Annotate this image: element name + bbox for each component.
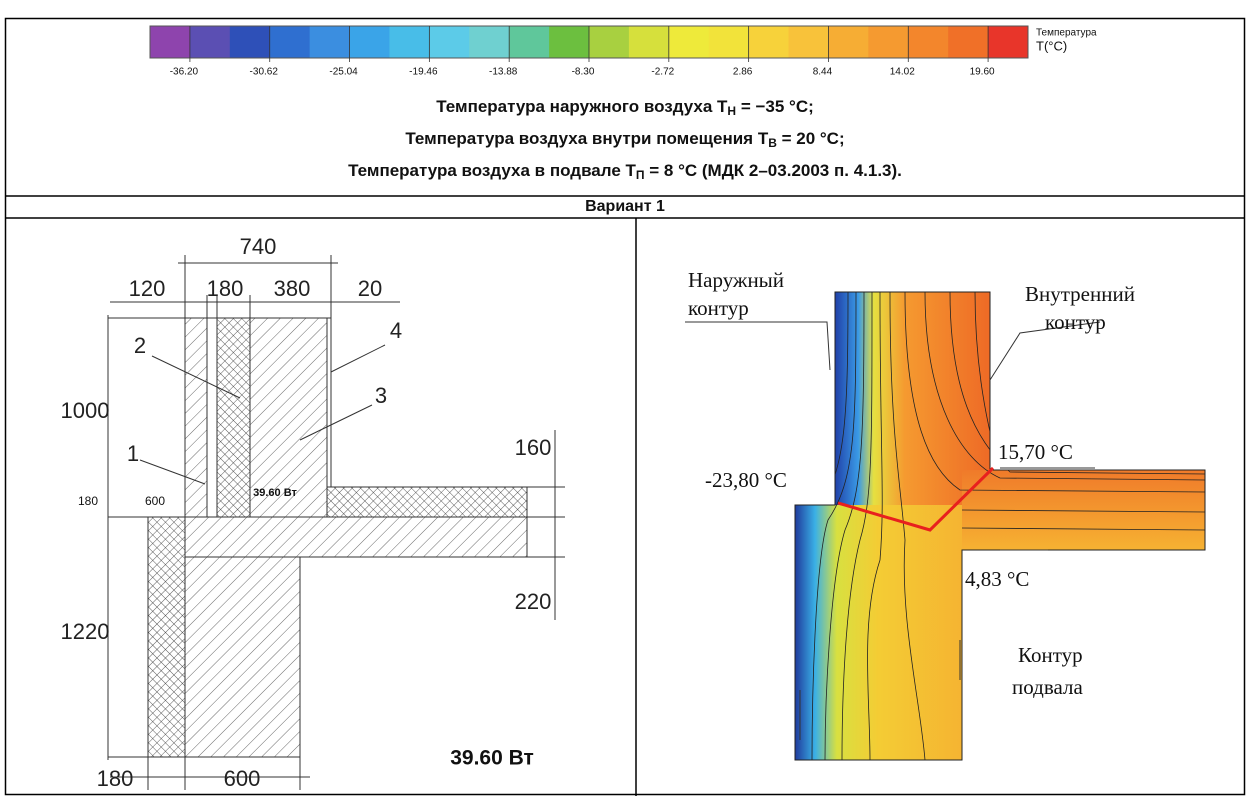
colorbar-unit: T(°C)	[1036, 38, 1067, 53]
color-swatch	[509, 26, 549, 58]
color-swatch	[310, 26, 350, 58]
colorbar-tick-label: -2.72	[651, 67, 674, 78]
color-swatch	[789, 26, 829, 58]
colorbar-tick-label: 2.86	[733, 67, 753, 78]
dimension: 160	[515, 435, 552, 460]
construction-drawing	[108, 255, 565, 790]
contour-label: Внутренний	[1025, 282, 1135, 306]
color-swatch	[190, 26, 230, 58]
colorbar-tick-label: -25.04	[329, 67, 358, 78]
color-swatch	[350, 26, 390, 58]
dimension: 180	[78, 494, 98, 508]
callout: 4	[390, 318, 402, 343]
color-swatch	[749, 26, 789, 58]
dimension: 740	[240, 234, 277, 259]
dimension: 600	[145, 494, 165, 508]
colorbar-tick-label: -8.30	[572, 67, 595, 78]
conditions: Температура наружного воздуха TН = −35 °…	[348, 97, 902, 182]
colorbar-title: Температура	[1036, 28, 1097, 39]
colorbar-tick-label: -13.88	[489, 67, 518, 78]
condition-value: = −35 °C;	[736, 97, 814, 116]
colorbar-tick-label: -19.46	[409, 67, 438, 78]
colorbar-tick-label: 19.60	[970, 67, 995, 78]
dimension: 180	[97, 766, 134, 791]
condition-value: = 8 °C (МДК 2–03.2003 п. 4.1.3).	[645, 161, 902, 180]
color-swatch	[828, 26, 868, 58]
colorbar-tick-label: -36.20	[170, 67, 199, 78]
color-swatch	[150, 26, 190, 58]
color-swatch	[948, 26, 988, 58]
dimension: 380	[274, 276, 311, 301]
color-swatch	[469, 26, 509, 58]
dimension: 1220	[61, 619, 110, 644]
color-swatch	[549, 26, 589, 58]
condition-line: Температура наружного воздуха TН = −35 °…	[436, 97, 814, 118]
condition-value: = 20 °C;	[777, 129, 845, 148]
dimension: 180	[207, 276, 244, 301]
dimension: 120	[129, 276, 166, 301]
color-swatch	[988, 26, 1028, 58]
temperature-label: 15,70 °C	[998, 440, 1073, 464]
condition-text: Температура воздуха внутри помещения T	[405, 129, 768, 148]
temperature-field	[685, 292, 1205, 760]
colorbar: -36.20 -30.62 -25.04 -19.46 -13.88 -8.30 -2.72…	[150, 26, 1029, 78]
contour-label: Наружный	[688, 268, 784, 292]
dimension: 600	[224, 766, 261, 791]
color-swatch	[429, 26, 469, 58]
heat-flow-label: 39.60 Вт	[253, 487, 297, 499]
color-swatch	[908, 26, 948, 58]
colorbar-tick-label: 8.44	[813, 67, 833, 78]
subscript: П	[636, 168, 645, 182]
condition-line: Температура воздуха внутри помещения TВ …	[405, 129, 844, 150]
contour-label: контур	[688, 296, 749, 320]
color-swatch	[589, 26, 629, 58]
heat-flow: 39.60 Вт	[450, 747, 534, 770]
colorbar-tick-label: -30.62	[250, 67, 279, 78]
color-swatch	[629, 26, 669, 58]
callout: 2	[134, 333, 146, 358]
contour-label: подвала	[1012, 675, 1083, 699]
dimension: 20	[358, 276, 382, 301]
colorbar-tick-label: 14.02	[890, 67, 915, 78]
dimension: 220	[515, 589, 552, 614]
color-swatch	[669, 26, 709, 58]
subscript: В	[768, 136, 777, 150]
color-swatch	[270, 26, 310, 58]
color-swatch	[230, 26, 270, 58]
variant-title: Вариант 1	[585, 198, 665, 215]
color-swatch	[868, 26, 908, 58]
callout: 3	[375, 383, 387, 408]
contour-label: контур	[1045, 310, 1106, 334]
temperature-label: -23,80 °C	[705, 468, 787, 492]
temperature-label: 4,83 °C	[965, 567, 1029, 591]
color-swatch	[389, 26, 429, 58]
callout: 1	[127, 441, 139, 466]
color-swatch	[709, 26, 749, 58]
condition-text: Температура воздуха в подвале T	[348, 161, 636, 180]
condition-text: Температура наружного воздуха T	[436, 97, 728, 116]
page: -36.20 -30.62 -25.04 -19.46 -13.88 -8.30 -2.72…	[0, 0, 1250, 796]
condition-line: Температура воздуха в подвале TП = 8 °C …	[348, 161, 902, 182]
subscript: Н	[727, 104, 736, 118]
contour-label: Контур	[1018, 643, 1083, 667]
dimension: 1000	[61, 398, 110, 423]
